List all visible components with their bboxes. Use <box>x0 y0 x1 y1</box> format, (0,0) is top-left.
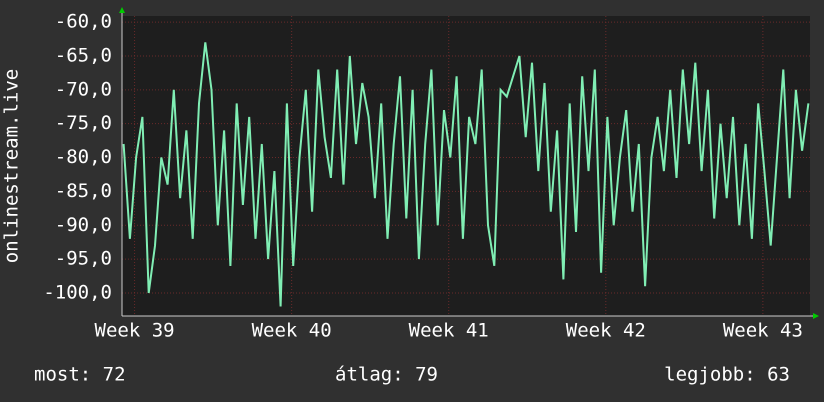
stat-best: legjobb: 63 <box>664 364 790 386</box>
y-tick-label: -65,0 <box>55 44 112 66</box>
y-tick-label: -75,0 <box>55 112 112 134</box>
stat-current: most: 72 <box>34 364 126 386</box>
y-tick-label: -60,0 <box>55 11 112 33</box>
y-tick-label: -90,0 <box>55 214 112 236</box>
x-tick-label: Week 41 <box>409 320 489 342</box>
y-tick-label: -80,0 <box>55 146 112 168</box>
x-arrow <box>813 313 819 319</box>
x-tick-label: Week 42 <box>566 320 646 342</box>
grid <box>122 16 810 316</box>
y-tick-label: -95,0 <box>55 248 112 270</box>
marks <box>122 42 810 307</box>
x-tick-label: Week 40 <box>252 320 332 342</box>
data-line <box>122 42 810 307</box>
y-arrow <box>119 7 125 13</box>
y-tick-label: -100,0 <box>43 281 112 303</box>
y-tick-label: -70,0 <box>55 78 112 100</box>
stat-average: átlag: 79 <box>335 364 438 386</box>
y-axis-label: onlinestream.live <box>1 69 23 263</box>
x-tick-label: Week 43 <box>723 320 803 342</box>
x-tick-label: Week 39 <box>95 320 175 342</box>
y-tick-label: -85,0 <box>55 180 112 202</box>
